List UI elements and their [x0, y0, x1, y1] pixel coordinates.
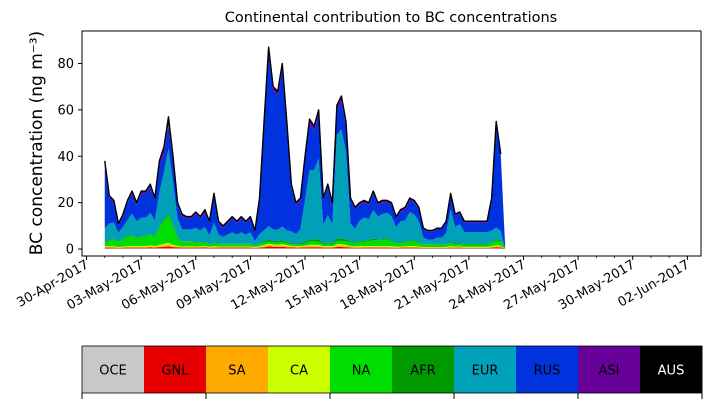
legend-swatch-asi: [578, 346, 641, 393]
area-oce: [104, 248, 683, 250]
legend-swatch-ca: [268, 346, 331, 393]
legend-label-gnl: GNL: [161, 364, 189, 379]
chart-title: Continental contribution to BC concentra…: [225, 10, 557, 26]
legend-swatch-afr: [392, 346, 455, 393]
legend-swatch-aus: [640, 346, 703, 393]
y-tick-label: 0: [66, 243, 74, 258]
legend-swatch-eur: [454, 346, 517, 393]
y-tick-label: 20: [57, 196, 74, 211]
total-concentration-line: [104, 46, 502, 232]
legend-frame: [81, 345, 703, 394]
legend-label-na: NA: [352, 364, 371, 379]
legend-label-eur: EUR: [472, 364, 499, 379]
area-gnl: [104, 246, 683, 250]
legend-label-aus: AUS: [658, 364, 685, 379]
x-axis-ticks: 30-Apr-201703-May-201706-May-201709-May-…: [14, 256, 692, 313]
legend-swatch-gnl: [144, 346, 207, 393]
stacked-areas: [104, 47, 683, 250]
area-afr: [104, 213, 683, 250]
legend-label-oce: OCE: [99, 364, 127, 379]
plot-frame: [81, 30, 702, 257]
legend-swatch-sa: [206, 346, 269, 393]
legend-swatch-rus: [516, 346, 579, 393]
legend-label-afr: AFR: [410, 364, 435, 379]
y-tick-label: 60: [57, 103, 74, 118]
y-tick-label: 80: [57, 57, 74, 72]
legend-swatch-na: [330, 346, 393, 393]
area-eur: [104, 129, 683, 250]
y-axis-label: BC concentration (ng m⁻³): [27, 31, 47, 255]
y-tick-label: 40: [57, 150, 74, 165]
y-axis-ticks: 0 20 40 60 80: [57, 57, 82, 258]
legend-label-asi: ASI: [599, 364, 620, 379]
area-rus: [104, 52, 683, 250]
legend-label-rus: RUS: [534, 364, 561, 379]
region-color-legend: OCE GNL SA CA NA AFR EUR RUS ASI AUS: [81, 345, 703, 399]
legend-label-ca: CA: [290, 364, 308, 379]
legend-swatch-oce: [82, 346, 145, 393]
legend-label-sa: SA: [228, 364, 245, 379]
